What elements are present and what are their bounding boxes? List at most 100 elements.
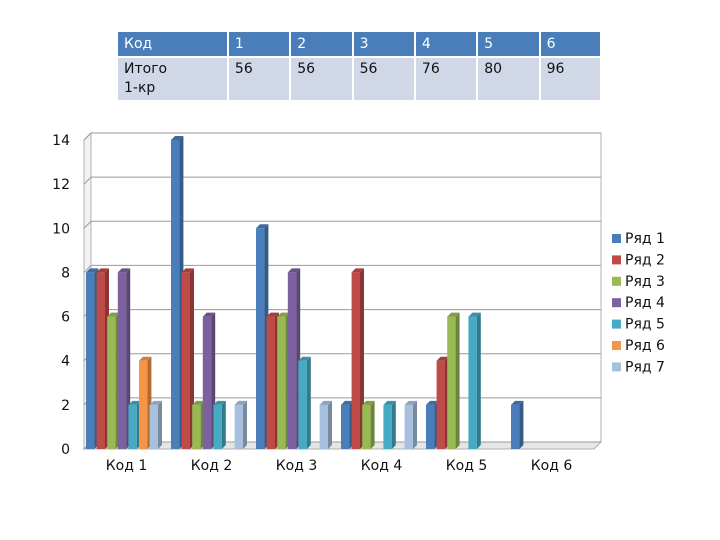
bar-side	[190, 268, 194, 449]
bar-top	[266, 312, 279, 317]
table-cell: 76	[414, 57, 479, 100]
gridline-side	[83, 176, 92, 185]
gridline-side	[83, 265, 92, 273]
bar-top	[107, 312, 120, 317]
bar-side	[360, 268, 364, 449]
bar-top	[149, 400, 162, 405]
bar-top	[447, 312, 460, 317]
bar-top	[202, 312, 216, 317]
bar-front	[468, 316, 477, 449]
bar	[117, 268, 131, 449]
table-cell: 56	[227, 57, 292, 100]
table-cell: 56	[290, 57, 354, 100]
bar	[511, 400, 524, 449]
bar	[404, 400, 417, 449]
bar-front	[192, 404, 201, 449]
bar	[266, 312, 279, 449]
bar	[319, 400, 332, 449]
legend-label: Ряд 3	[625, 274, 665, 290]
bar-front	[341, 404, 350, 449]
legend-swatch	[612, 341, 621, 350]
table-row: Итого 1-кр 56 56 56 76 80 96	[118, 57, 600, 100]
bar	[202, 312, 216, 449]
bar-side	[221, 400, 226, 449]
table-header-cell: 2	[290, 32, 354, 58]
table-header-cell: 5	[477, 32, 541, 58]
bar	[128, 400, 141, 449]
bar-front	[266, 316, 275, 449]
y-tick-label: 4	[61, 354, 70, 370]
x-tick-label: Код 4	[361, 458, 403, 474]
bar	[383, 400, 396, 449]
bar-front	[149, 404, 158, 449]
bar	[171, 136, 184, 449]
bar-front	[287, 272, 297, 449]
bar-front	[213, 404, 222, 449]
bar-side	[519, 400, 524, 449]
bar-front	[404, 404, 413, 449]
bar-front	[277, 316, 286, 449]
bar-top	[192, 400, 205, 405]
bar-top	[234, 400, 247, 405]
y-tick-label: 10	[52, 221, 70, 237]
table-header-cell: 3	[352, 32, 416, 58]
bar-front	[351, 272, 360, 449]
legend-label: Ряд 2	[625, 252, 665, 268]
bar-front	[447, 316, 456, 449]
bar	[86, 268, 99, 449]
bar	[181, 268, 194, 449]
bar	[351, 268, 364, 449]
bar	[362, 400, 375, 449]
bar-top	[277, 312, 290, 317]
bar-side	[391, 400, 396, 449]
bar-top	[128, 400, 141, 405]
x-tick-label: Код 1	[106, 458, 148, 474]
bar	[149, 400, 162, 449]
bar-top	[404, 400, 417, 405]
bar-top	[96, 268, 109, 273]
legend-label: Ряд 6	[625, 338, 665, 354]
bar-front	[383, 404, 392, 449]
bar-front	[171, 140, 180, 449]
bar	[96, 268, 109, 449]
bar	[277, 312, 290, 449]
bar-front	[139, 360, 148, 449]
y-tick-label: 12	[52, 177, 70, 193]
y-tick-label: 14	[52, 133, 70, 149]
bar-front	[202, 316, 212, 449]
bar-side	[158, 400, 162, 449]
bar	[298, 356, 311, 449]
bar	[213, 400, 226, 449]
plot-back-wall	[90, 132, 602, 443]
bar-top	[436, 356, 449, 361]
legend-swatch	[612, 319, 621, 329]
table-header-cell: 6	[539, 32, 600, 58]
bar-top	[139, 356, 152, 361]
bar-top	[383, 400, 396, 405]
table-cell: 80	[477, 57, 541, 100]
bar-side	[306, 356, 311, 449]
bar-top	[117, 268, 131, 273]
bar-front	[298, 360, 307, 449]
bar-front	[107, 316, 116, 449]
bar-top	[362, 400, 375, 405]
bar-front	[511, 404, 520, 449]
y-tick-label: 2	[61, 398, 70, 414]
table-header-row: Код 1 2 3 4 5 6	[118, 32, 600, 58]
bar-front	[426, 404, 435, 449]
y-tick-label: 0	[61, 442, 70, 458]
bar-top	[213, 400, 226, 405]
legend-label: Ряд 7	[625, 359, 665, 375]
bar-top	[181, 268, 194, 273]
x-tick-label: Код 6	[531, 458, 573, 474]
bar-side	[370, 400, 375, 449]
table-header-cell: 4	[414, 32, 479, 58]
summary-table: Код 1 2 3 4 5 6 Итого 1-кр 56 56 56 76 8…	[118, 32, 600, 100]
bar	[426, 400, 439, 449]
bar-side	[126, 268, 131, 449]
bar-front	[96, 272, 105, 449]
bar	[139, 356, 152, 449]
bar-side	[455, 312, 460, 449]
bar-side	[328, 400, 332, 449]
